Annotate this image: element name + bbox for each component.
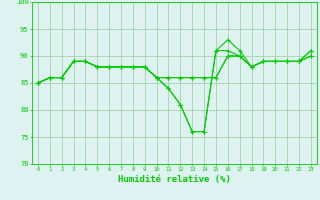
X-axis label: Humidité relative (%): Humidité relative (%): [118, 175, 231, 184]
